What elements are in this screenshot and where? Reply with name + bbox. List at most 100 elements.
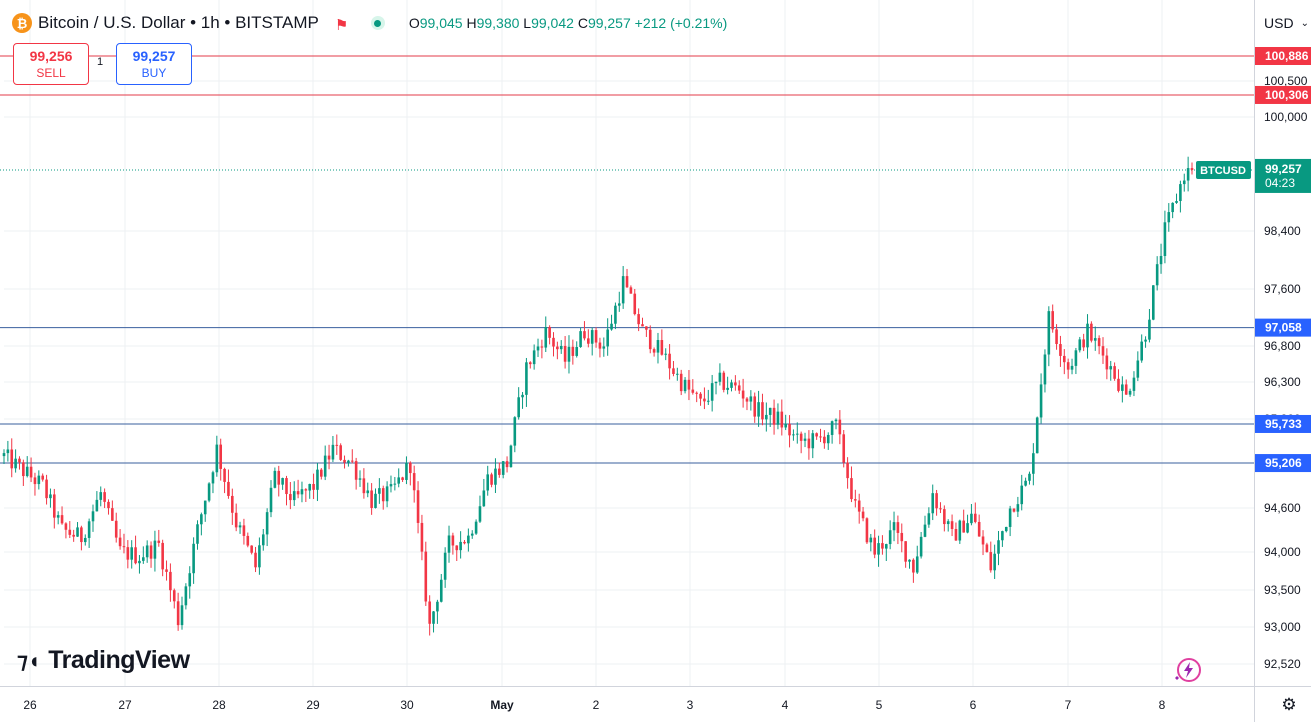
candle-body	[1070, 365, 1074, 370]
candle-body	[892, 522, 896, 531]
candle-body	[265, 512, 269, 535]
candle-body	[803, 438, 807, 441]
candle-body	[424, 551, 428, 602]
candle-body	[1016, 504, 1020, 512]
candle-body	[234, 512, 238, 528]
candle-body	[60, 515, 64, 524]
candle-body	[378, 488, 381, 494]
candle-body	[1093, 338, 1097, 341]
candle-body	[912, 559, 915, 573]
time-tick-label: 27	[118, 698, 132, 712]
candle-body	[111, 508, 114, 521]
order-quantity[interactable]: 1	[97, 56, 104, 68]
time-tick-label: 28	[212, 698, 226, 712]
time-tick-label: 5	[876, 698, 883, 712]
lightning-icon[interactable]	[1174, 656, 1202, 684]
price-tick-label: 96,800	[1264, 339, 1301, 353]
candle-body	[617, 303, 621, 306]
bitcoin-icon: ₿	[12, 13, 32, 33]
buy-price: 99,257	[132, 48, 176, 64]
candle-body	[525, 362, 528, 395]
symbol-title[interactable]: Bitcoin / U.S. Dollar • 1h • BITSTAMP	[38, 13, 319, 32]
candle-body	[335, 444, 339, 446]
candle-body	[142, 557, 145, 561]
level-label: 100,886	[1265, 49, 1309, 63]
settings-icon[interactable]: ⚙	[1281, 695, 1297, 714]
candle-body	[923, 524, 927, 537]
candle-body	[799, 433, 803, 441]
candle-body	[548, 326, 551, 338]
candle-body	[563, 345, 567, 362]
candle-body	[931, 493, 935, 514]
currency-selector[interactable]: USD ⌄	[1256, 8, 1311, 38]
candle-body	[989, 552, 993, 571]
candle-body	[691, 389, 695, 393]
candle-body	[834, 419, 838, 422]
candle-body	[819, 436, 822, 438]
chart-grid	[4, 0, 1254, 686]
candle-body	[490, 474, 493, 485]
candle-body	[10, 449, 14, 469]
candle-body	[811, 433, 815, 449]
candle-body	[362, 478, 366, 494]
candle-body	[857, 500, 861, 512]
candle-body	[184, 586, 188, 606]
candle-body	[145, 545, 149, 558]
buy-button[interactable]: 99,257 BUY	[116, 43, 192, 85]
candle-body	[637, 314, 640, 325]
candle-body	[180, 605, 184, 626]
candle-body	[919, 536, 923, 557]
candle-body	[281, 478, 284, 485]
tradingview-logo[interactable]: ⁊◖ TradingView	[17, 646, 190, 675]
candle-body	[304, 489, 308, 491]
candle-body	[134, 547, 137, 564]
candle-body	[439, 579, 443, 602]
candle-body	[1047, 311, 1051, 355]
candle-body	[881, 543, 884, 549]
candle-body	[753, 396, 757, 417]
candle-body	[1171, 202, 1174, 213]
sell-button[interactable]: 99,256 SELL	[13, 43, 89, 85]
candle-body	[648, 329, 652, 350]
currency-label: USD	[1264, 15, 1294, 31]
time-tick-label: 30	[400, 698, 414, 712]
candle-body	[726, 387, 729, 390]
candle-body	[575, 347, 579, 356]
horizontal-lines	[0, 55, 1254, 464]
candle-body	[320, 469, 323, 477]
candle-body	[397, 477, 401, 484]
flag-icon[interactable]: ⚑	[334, 17, 349, 34]
candle-body	[540, 346, 544, 348]
candle-body	[830, 421, 834, 435]
candle-body	[393, 483, 397, 485]
candle-body	[486, 474, 490, 491]
candle-body	[714, 381, 718, 384]
candle-body	[962, 520, 965, 533]
candle-body	[478, 506, 482, 522]
candle-body	[652, 349, 656, 353]
candle-body	[165, 569, 168, 572]
candle-body	[95, 499, 99, 512]
time-tick-label: May	[490, 698, 514, 712]
candle-body	[1055, 329, 1058, 345]
candle-body	[826, 434, 830, 444]
candle-body	[749, 396, 753, 402]
candle-body	[865, 518, 869, 543]
candle-body	[103, 492, 106, 502]
candle-body	[757, 402, 760, 417]
candle-body	[91, 511, 95, 522]
candle-body	[676, 373, 679, 375]
chevron-down-icon: ⌄	[1300, 17, 1309, 29]
candle-body	[1074, 350, 1078, 366]
candle-body	[76, 527, 79, 537]
candle-body	[668, 353, 671, 369]
candle-body	[227, 481, 230, 496]
candle-body	[606, 329, 609, 347]
candle-body	[416, 490, 420, 523]
price-tick-label: 97,600	[1264, 282, 1301, 296]
candle-body	[22, 462, 25, 477]
candle-body	[699, 393, 702, 399]
market-status-icon[interactable]	[370, 16, 385, 30]
candle-body	[528, 362, 532, 365]
